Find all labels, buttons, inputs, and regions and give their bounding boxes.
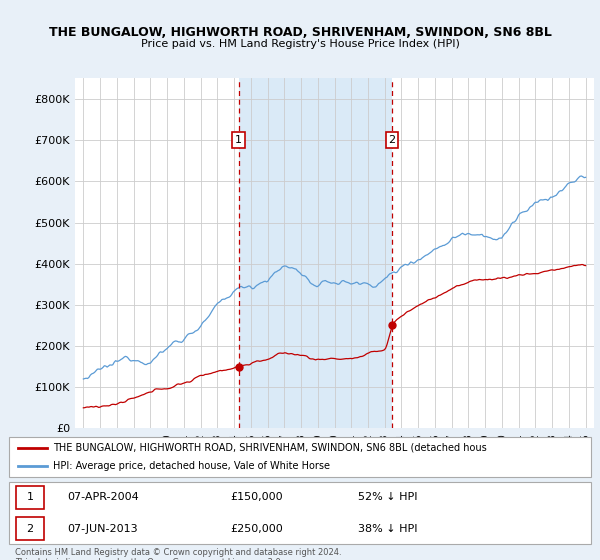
FancyBboxPatch shape: [16, 517, 44, 540]
Text: THE BUNGALOW, HIGHWORTH ROAD, SHRIVENHAM, SWINDON, SN6 8BL: THE BUNGALOW, HIGHWORTH ROAD, SHRIVENHAM…: [49, 26, 551, 39]
Text: Contains HM Land Registry data © Crown copyright and database right 2024.
This d: Contains HM Land Registry data © Crown c…: [15, 548, 341, 560]
Text: 07-APR-2004: 07-APR-2004: [67, 492, 139, 502]
FancyBboxPatch shape: [9, 437, 591, 477]
Text: 52% ↓ HPI: 52% ↓ HPI: [358, 492, 418, 502]
Text: Price paid vs. HM Land Registry's House Price Index (HPI): Price paid vs. HM Land Registry's House …: [140, 39, 460, 49]
Text: 2: 2: [389, 135, 395, 145]
Text: 1: 1: [26, 492, 34, 502]
Text: £150,000: £150,000: [230, 492, 283, 502]
Text: 1: 1: [235, 135, 242, 145]
Text: 2: 2: [26, 524, 34, 534]
FancyBboxPatch shape: [16, 486, 44, 508]
Text: THE BUNGALOW, HIGHWORTH ROAD, SHRIVENHAM, SWINDON, SN6 8BL (detached hous: THE BUNGALOW, HIGHWORTH ROAD, SHRIVENHAM…: [53, 443, 487, 452]
Text: 07-JUN-2013: 07-JUN-2013: [67, 524, 138, 534]
Text: 38% ↓ HPI: 38% ↓ HPI: [358, 524, 418, 534]
Text: £250,000: £250,000: [230, 524, 283, 534]
Text: HPI: Average price, detached house, Vale of White Horse: HPI: Average price, detached house, Vale…: [53, 461, 329, 471]
FancyBboxPatch shape: [9, 482, 591, 544]
Bar: [239, 78, 392, 428]
